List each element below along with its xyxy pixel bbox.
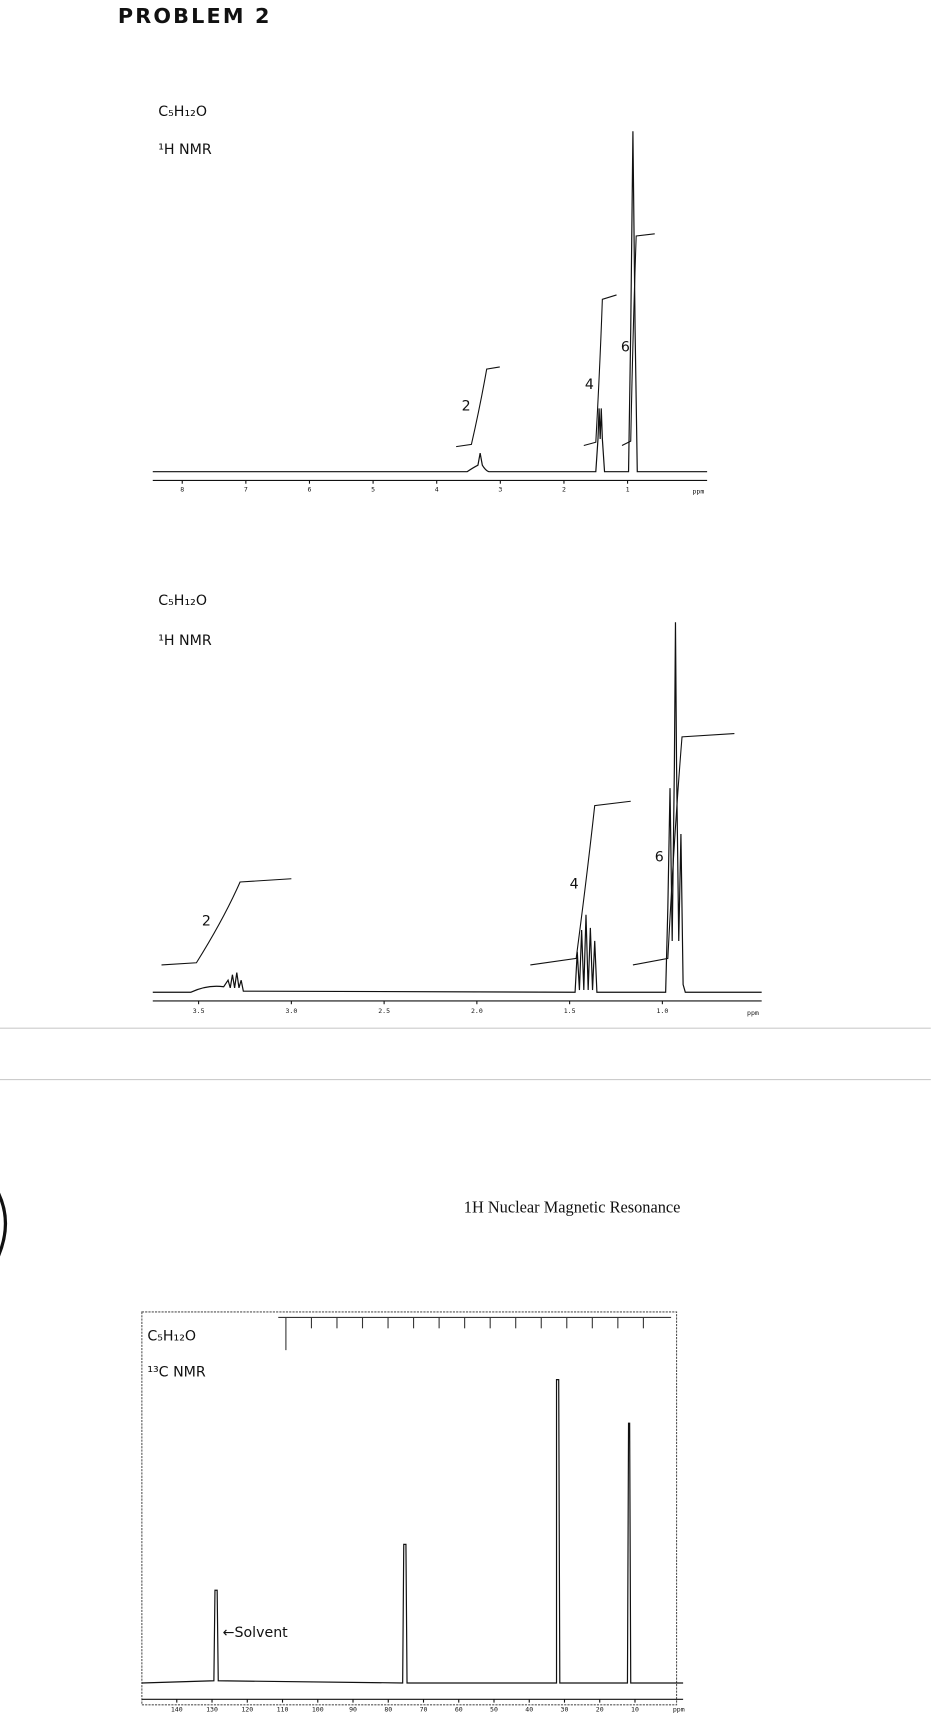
axis-tick-label: 2.0 [471, 1007, 483, 1015]
integration-curve [456, 366, 500, 448]
integration-curve [621, 233, 655, 447]
axis-tick-label: 3.5 [193, 1007, 205, 1015]
axis-unit: ppm [747, 1009, 759, 1017]
axis-tick-label: 4 [435, 485, 439, 493]
integration-curve [161, 878, 292, 966]
integration-label: 2 [202, 914, 211, 930]
axis-tick-label: 110 [277, 1705, 289, 1713]
integration-curve [583, 294, 617, 447]
axis-tick-label: 3 [498, 485, 502, 493]
axis-tick-label: 60 [455, 1705, 463, 1713]
axis-tick-label: 10 [631, 1705, 639, 1713]
integration-label: 6 [655, 849, 664, 865]
nucleus: ¹H NMR [158, 633, 212, 649]
formula: C₅H₁₂O [158, 593, 207, 609]
axis-tick-label: 50 [490, 1705, 498, 1713]
integration-curve [530, 800, 631, 966]
axis-tick-label: 40 [525, 1705, 533, 1713]
axis-tick-label: 130 [206, 1705, 218, 1713]
integration-label: 6 [621, 340, 630, 356]
axis-tick-label: 8 [180, 485, 184, 493]
axis-tick-label: 20 [596, 1705, 604, 1713]
axis-unit: ppm [692, 488, 704, 496]
partial-circle [0, 1192, 7, 1257]
nucleus: ¹H NMR [158, 142, 212, 158]
axis-tick-label: 3.0 [285, 1007, 297, 1015]
section-heading: 1H Nuclear Magnetic Resonance [464, 1198, 681, 1217]
formula: C₅H₁₂O [147, 1328, 196, 1344]
axis-unit: ppm [673, 1705, 685, 1713]
axis-tick-label: 1.0 [656, 1007, 668, 1015]
spectrum-trace [141, 1379, 684, 1684]
formula: C₅H₁₂O [158, 104, 207, 120]
axis-tick-label: 120 [241, 1705, 253, 1713]
integration-curve [632, 733, 735, 966]
problem-title: PROBLEM 2 [118, 4, 272, 28]
top-scale [278, 1316, 672, 1351]
axis-tick-label: 5 [371, 485, 375, 493]
axis-tick-label: 1.5 [564, 1007, 576, 1015]
spectrum-trace [152, 622, 762, 993]
axis-tick-label: 30 [561, 1705, 569, 1713]
axis-tick-label: 90 [349, 1705, 357, 1713]
integration-label: 2 [462, 399, 471, 415]
axis-tick-label: 2.5 [378, 1007, 390, 1015]
integration-label: 4 [570, 877, 579, 893]
axis-tick-label: 7 [244, 485, 248, 493]
axis-tick-label: 6 [308, 485, 312, 493]
axis-tick-label: 70 [420, 1705, 428, 1713]
nucleus: ¹³C NMR [147, 1364, 206, 1380]
spectrum-trace [152, 131, 708, 473]
axis-tick-label: 100 [312, 1705, 324, 1713]
integration-label: 4 [585, 377, 594, 393]
solvent-annotation: ←Solvent [223, 1625, 289, 1641]
axis-tick-label: 2 [562, 485, 566, 493]
axis-tick-label: 1 [626, 485, 630, 493]
axis-tick-label: 80 [384, 1705, 392, 1713]
spectrum-frame [141, 1311, 678, 1706]
axis-tick-label: 140 [171, 1705, 183, 1713]
